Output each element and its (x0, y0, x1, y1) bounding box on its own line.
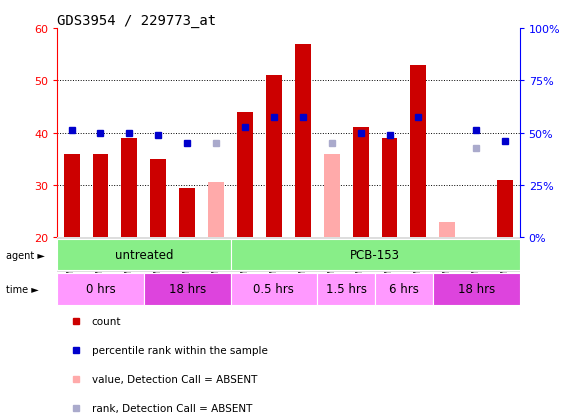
Text: PCB-153: PCB-153 (350, 249, 400, 261)
Bar (411, 66, 427, 238)
Bar (266, 76, 282, 238)
Bar (208, 183, 224, 238)
Text: 0.5 hrs: 0.5 hrs (254, 282, 294, 296)
Text: GDS3954 / 229773_at: GDS3954 / 229773_at (57, 14, 216, 28)
Text: count: count (92, 317, 121, 327)
Bar (381, 139, 397, 238)
Text: rank, Detection Call = ABSENT: rank, Detection Call = ABSENT (92, 403, 252, 413)
Bar (179, 188, 195, 238)
Text: time ►: time ► (6, 284, 38, 294)
Text: 6 hrs: 6 hrs (389, 282, 419, 296)
Text: 0 hrs: 0 hrs (86, 282, 115, 296)
Bar (324, 154, 340, 238)
Bar (57, 239, 231, 271)
Bar (440, 222, 455, 238)
Text: value, Detection Call = ABSENT: value, Detection Call = ABSENT (92, 374, 257, 384)
Bar (497, 180, 513, 238)
Text: 1.5 hrs: 1.5 hrs (325, 282, 367, 296)
Text: percentile rank within the sample: percentile rank within the sample (92, 345, 268, 355)
Bar (63, 154, 79, 238)
Bar (144, 273, 231, 305)
Bar (57, 273, 144, 305)
Bar (433, 273, 520, 305)
Text: untreated: untreated (115, 249, 173, 261)
Bar (375, 273, 433, 305)
Text: agent ►: agent ► (6, 250, 45, 260)
Bar (122, 139, 137, 238)
Text: 18 hrs: 18 hrs (457, 282, 495, 296)
Bar (150, 159, 166, 238)
Bar (295, 45, 311, 238)
Text: 18 hrs: 18 hrs (168, 282, 206, 296)
Bar (353, 128, 368, 238)
Bar (237, 112, 253, 238)
Bar (317, 273, 375, 305)
Bar (231, 239, 520, 271)
Bar (93, 154, 108, 238)
Bar (231, 273, 317, 305)
